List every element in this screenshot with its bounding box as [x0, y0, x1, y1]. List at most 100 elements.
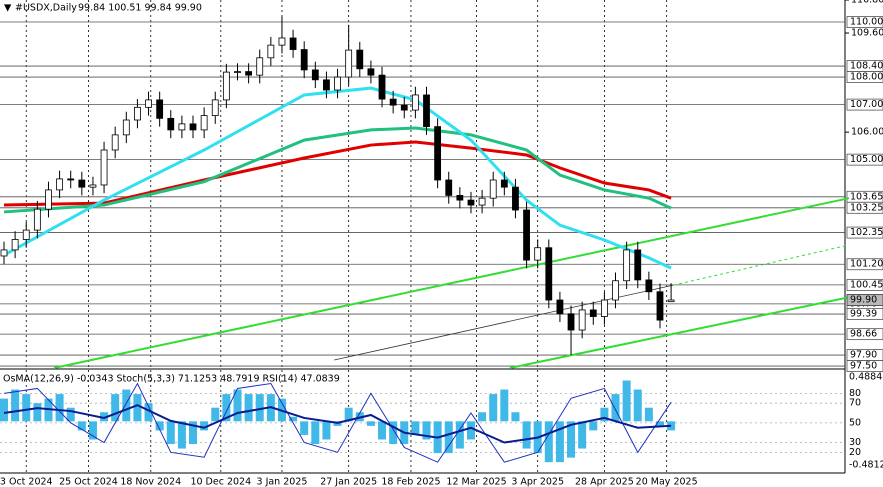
osma-bar	[422, 421, 431, 440]
candle-body	[500, 179, 508, 188]
osma-tick-label: -0.4812	[849, 460, 883, 471]
osma-bar	[611, 394, 620, 422]
candle-body	[111, 134, 119, 151]
x-tick-label: 12 Mar 2025	[446, 477, 506, 487]
osma-bar	[33, 403, 42, 422]
candle-body	[478, 197, 486, 206]
candle-body	[222, 71, 230, 101]
y-tick-label: 109.60	[851, 28, 883, 39]
candle-body	[556, 299, 564, 315]
osma-tick-label: 0.4884	[849, 372, 882, 383]
indicator-tick-label: 30	[849, 437, 861, 448]
osma-bar	[122, 389, 131, 422]
candle-body	[489, 179, 497, 199]
indicator-tick-label: 70	[849, 398, 861, 409]
osma-bar	[144, 403, 153, 422]
osma-bar	[111, 394, 120, 422]
candle-body	[245, 71, 253, 76]
candle-body	[545, 247, 553, 301]
indicator-tick-label: 20	[849, 447, 861, 458]
osma-bar	[622, 380, 631, 422]
level-label: 103.25	[850, 202, 883, 213]
candle-body	[33, 208, 41, 231]
osma-bar	[522, 421, 531, 449]
osma-bar	[322, 421, 331, 440]
candle-body	[411, 94, 419, 111]
candle-body	[56, 178, 63, 191]
candle-body	[323, 79, 330, 91]
level-label-box	[846, 98, 883, 111]
level-label: 101.20	[850, 259, 883, 270]
candle-body	[467, 199, 475, 206]
candle-body	[512, 186, 519, 211]
level-label: 105.00	[850, 154, 883, 165]
level-label-box	[846, 308, 883, 320]
ohlc-info: 99.84 100.51 99.84 99.90	[78, 3, 202, 14]
osma-bar	[244, 394, 253, 422]
candle-body	[0, 249, 8, 257]
x-tick-label: 25 Oct 2024	[59, 477, 118, 487]
candle-body	[334, 76, 341, 91]
candle-body	[345, 49, 353, 78]
candle-body	[300, 49, 308, 71]
osma-bar	[155, 421, 164, 431]
indicator-title: OsMA(12,26,9) -0.0343 Stoch(5,3,3) 71.12…	[3, 374, 340, 385]
indicator-line	[3, 382, 672, 463]
candle-body	[534, 247, 542, 261]
candle-body	[200, 115, 208, 131]
level-label: 100.45	[850, 279, 883, 290]
candle-body	[289, 37, 297, 50]
candle-body	[267, 44, 275, 59]
level-label-box	[846, 71, 883, 83]
candle-body	[278, 37, 286, 46]
y-tick-label: 110.80	[851, 0, 883, 6]
osma-bar	[22, 394, 31, 422]
candle-body	[456, 195, 464, 201]
candle-body	[256, 57, 264, 76]
osma-bar	[100, 412, 109, 422]
osma-bar	[378, 421, 387, 440]
level-label: 103.65	[850, 191, 883, 202]
candle-body	[356, 49, 364, 70]
candle-body	[423, 94, 430, 128]
candle-body	[378, 74, 386, 100]
candle-body	[612, 280, 619, 301]
osma-bar	[411, 421, 420, 435]
symbol-arrow: ▼	[4, 3, 12, 14]
x-tick-label: 10 Dec 2024	[190, 477, 251, 487]
osma-bar	[633, 389, 642, 422]
level-label-box	[846, 16, 883, 28]
trendline	[673, 244, 850, 286]
indicator-line	[3, 404, 672, 444]
osma-bar	[478, 412, 487, 422]
candle-body	[122, 119, 130, 136]
osma-bar	[389, 421, 398, 445]
level-label-box	[846, 153, 883, 166]
candle-body	[89, 184, 97, 188]
level-label: 108.40	[850, 61, 883, 72]
candle-body	[567, 313, 575, 331]
candle-body	[156, 99, 164, 119]
level-label: 102.35	[850, 227, 883, 238]
osma-bar	[644, 407, 653, 422]
osma-bar	[511, 412, 520, 422]
osma-bar	[466, 421, 475, 440]
osma-bar	[344, 407, 353, 422]
x-tick-label: 3 Jan 2025	[257, 477, 308, 487]
osma-bar	[66, 407, 75, 422]
level-label-box	[846, 258, 883, 271]
candle-body	[434, 126, 442, 181]
osma-bar	[544, 421, 553, 463]
level-label-box	[846, 328, 883, 341]
osma-bar	[177, 421, 186, 449]
candle-body	[100, 149, 108, 186]
candle-body	[67, 178, 75, 181]
osma-bar	[489, 394, 498, 422]
osma-bar	[222, 394, 231, 422]
x-tick-label: 28 Apr 2025	[575, 477, 634, 487]
y-tick-label: 106.00	[851, 127, 883, 138]
x-tick-label: 3 Apr 2025	[511, 477, 564, 487]
candle-body	[78, 179, 86, 188]
